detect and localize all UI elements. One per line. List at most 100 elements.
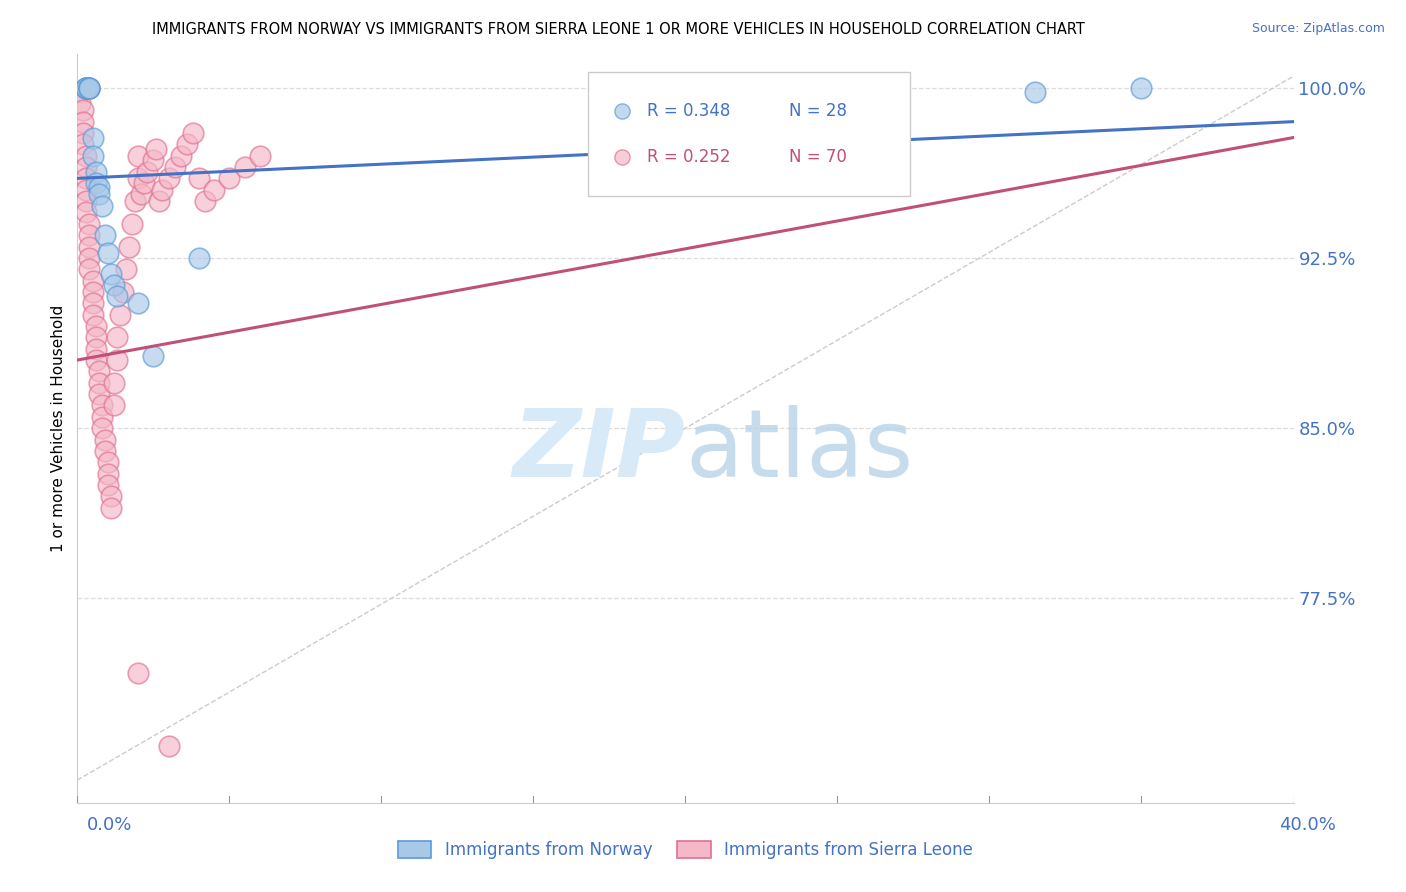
Point [82, 285, 104, 299]
Point [84, 164, 107, 178]
Point [84, 353, 107, 368]
Text: R = 0.348: R = 0.348 [647, 103, 730, 120]
Point [202, 183, 225, 197]
Text: 0.0%: 0.0% [87, 816, 132, 834]
Point [75, 171, 97, 186]
Legend: Immigrants from Norway, Immigrants from Sierra Leone: Immigrants from Norway, Immigrants from … [391, 834, 980, 865]
Point [90, 409, 112, 424]
Point [127, 296, 149, 310]
Point [75, 80, 97, 95]
Point [124, 194, 146, 208]
Point [84, 342, 107, 356]
Point [75, 149, 97, 163]
Point [72, 126, 94, 140]
Point [163, 160, 186, 174]
Point [79, 251, 101, 265]
Point [115, 262, 138, 277]
Point [194, 194, 217, 208]
Point [103, 399, 125, 413]
Point [82, 274, 104, 288]
Point [1024, 85, 1046, 99]
Text: 40.0%: 40.0% [1279, 816, 1336, 834]
Point [79, 262, 101, 277]
Point [108, 308, 131, 322]
Text: N = 28: N = 28 [789, 103, 846, 120]
Point [145, 142, 167, 156]
Y-axis label: 1 or more Vehicles in Household: 1 or more Vehicles in Household [51, 304, 66, 552]
Point [79, 80, 101, 95]
Point [84, 330, 107, 344]
Point [75, 80, 97, 95]
Point [152, 183, 174, 197]
Point [111, 285, 134, 299]
Point [75, 194, 97, 208]
Point [97, 478, 120, 492]
Point [79, 217, 101, 231]
Point [69, 85, 91, 99]
Point [90, 199, 112, 213]
Point [82, 308, 104, 322]
Point [75, 80, 97, 95]
Point [118, 239, 141, 253]
Point [82, 130, 104, 145]
Point [75, 205, 97, 219]
Point [134, 176, 156, 190]
Point [176, 137, 198, 152]
Point [75, 160, 97, 174]
Point [79, 239, 101, 253]
Point [127, 149, 149, 163]
Point [233, 160, 256, 174]
FancyBboxPatch shape [588, 72, 911, 196]
Point [87, 387, 110, 401]
Point [75, 183, 97, 197]
Point [129, 187, 152, 202]
Point [87, 187, 110, 202]
Point [121, 217, 143, 231]
Point [79, 80, 101, 95]
Point [87, 364, 110, 378]
Point [90, 399, 112, 413]
Point [170, 149, 193, 163]
Point [84, 318, 107, 333]
Point [249, 149, 271, 163]
Point [93, 443, 115, 458]
Point [887, 80, 910, 95]
Point [103, 278, 125, 293]
Point [105, 330, 128, 344]
Text: R = 0.252: R = 0.252 [647, 148, 730, 166]
Point [188, 251, 211, 265]
Text: Source: ZipAtlas.com: Source: ZipAtlas.com [1251, 22, 1385, 36]
Point [100, 500, 122, 515]
Point [142, 153, 165, 168]
Point [93, 433, 115, 447]
Point [82, 149, 104, 163]
Point [97, 246, 120, 260]
Text: atlas: atlas [686, 405, 914, 497]
Point [188, 171, 211, 186]
Point [157, 171, 180, 186]
Point [103, 376, 125, 390]
Text: N = 70: N = 70 [789, 148, 846, 166]
Point [218, 171, 240, 186]
Point [79, 80, 101, 95]
Point [87, 180, 110, 194]
Point [84, 176, 107, 190]
Point [105, 289, 128, 303]
Point [157, 739, 180, 753]
Point [105, 353, 128, 368]
Point [82, 296, 104, 310]
Point [90, 421, 112, 435]
Point [87, 376, 110, 390]
Point [100, 489, 122, 503]
Point [69, 96, 91, 111]
Point [720, 121, 742, 136]
Point [72, 114, 94, 128]
Point [127, 666, 149, 681]
Text: ZIP: ZIP [513, 405, 686, 497]
Point [1130, 80, 1153, 95]
Point [127, 171, 149, 186]
Point [142, 349, 165, 363]
Point [79, 228, 101, 243]
Point [72, 103, 94, 118]
Point [93, 228, 115, 243]
